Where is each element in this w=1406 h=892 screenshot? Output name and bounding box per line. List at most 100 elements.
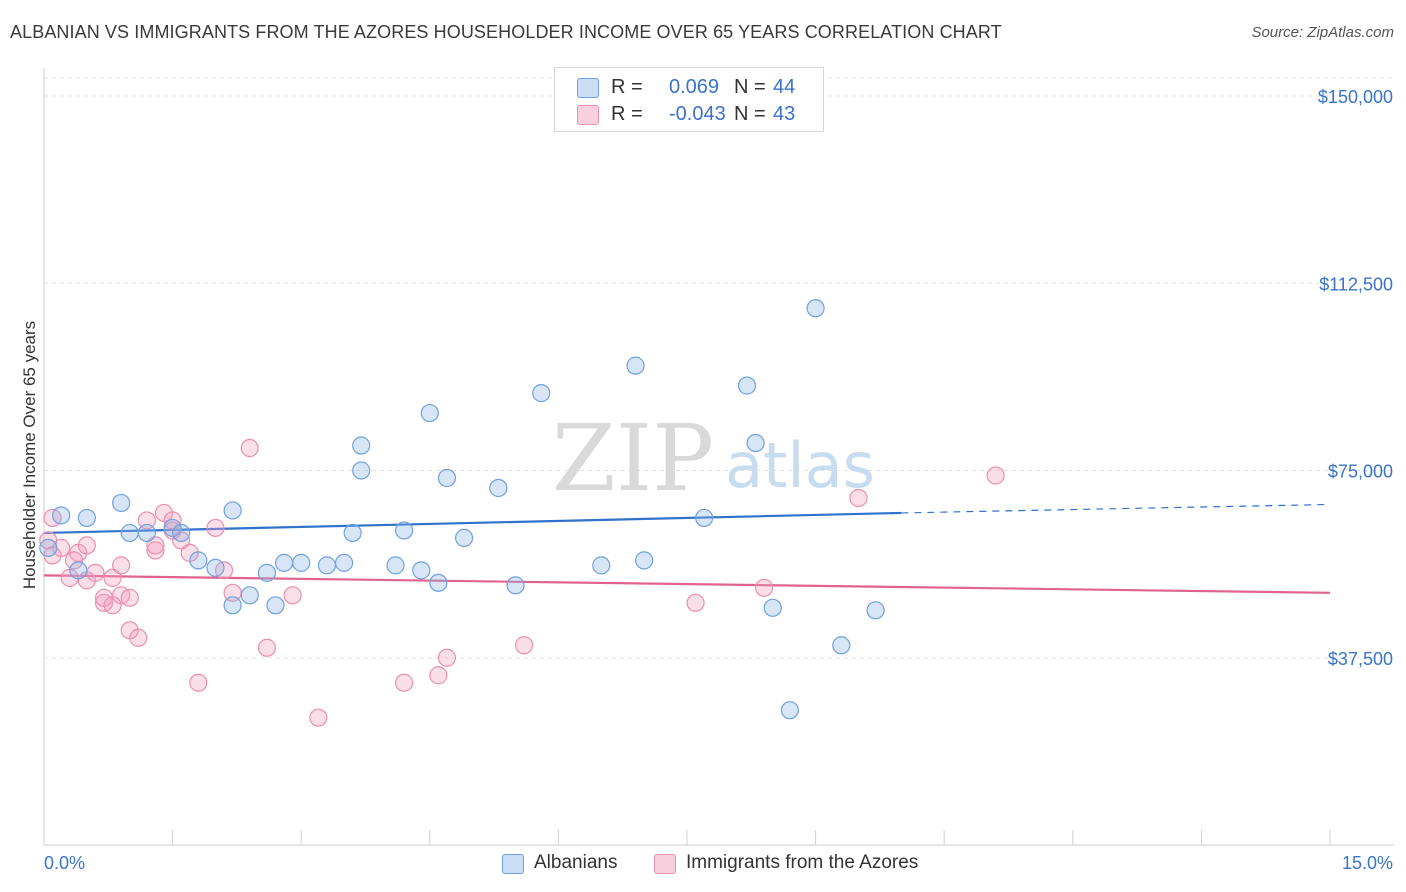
- chart-title: ALBANIAN VS IMMIGRANTS FROM THE AZORES H…: [10, 22, 1002, 42]
- albanian-point: [695, 508, 714, 528]
- albanian-point: [532, 384, 551, 403]
- legend-label-albanians: Albanians: [534, 852, 618, 873]
- azores-point: [112, 556, 131, 575]
- albanian-point: [635, 551, 654, 570]
- albanian-point: [626, 356, 645, 375]
- albanian-point: [112, 493, 131, 513]
- albanian-point: [780, 701, 799, 720]
- albanian-point: [77, 508, 96, 528]
- albanian-point: [223, 596, 242, 615]
- source-label: Source: ZipAtlas.com: [1251, 24, 1394, 41]
- azores-point: [163, 511, 182, 530]
- albanian-point: [806, 299, 825, 318]
- gridlines: [44, 77, 1394, 659]
- albanian-point: [343, 523, 362, 543]
- albanian-point: [172, 523, 191, 543]
- azores-point: [64, 551, 84, 570]
- albanian-point: [266, 596, 285, 615]
- albanian-point: [746, 433, 765, 453]
- albanian-point: [206, 558, 225, 577]
- legend-r-value: -0.043: [669, 103, 726, 125]
- azores-point: [86, 563, 105, 582]
- albanian-point: [592, 556, 611, 575]
- azores-point: [240, 438, 259, 458]
- legend-r-label: R =: [611, 103, 643, 125]
- azores-point: [283, 586, 302, 605]
- azores-point: [849, 488, 868, 508]
- azores-point: [137, 511, 156, 530]
- azores-point: [429, 666, 448, 685]
- albanian-point: [454, 528, 474, 548]
- albanian-point: [437, 468, 457, 488]
- albanian-point: [412, 561, 431, 580]
- azores-point: [515, 636, 534, 655]
- legend-swatch-albanians: [502, 854, 524, 874]
- y-axis-label: Householder Income Over 65 years: [20, 320, 39, 590]
- azores-point: [146, 536, 165, 555]
- albanian-point: [39, 538, 58, 557]
- legend-label-azores: Immigrants from the Azores: [686, 852, 919, 873]
- albanian-point: [420, 403, 439, 423]
- trend-lines: [43, 503, 1331, 594]
- axes: [43, 68, 1394, 846]
- albanian-point: [352, 436, 371, 455]
- albanian-point: [866, 601, 885, 620]
- azores-point: [394, 673, 414, 692]
- legend-n-value: 43: [773, 103, 796, 125]
- azores-point: [120, 588, 139, 607]
- stats-legend: R = 0.069 N = 44 R = -0.043 N = 43: [554, 67, 824, 132]
- azores-point: [686, 593, 705, 612]
- albanian-point: [763, 598, 782, 617]
- y-tick-label: $75,000: [1328, 462, 1393, 482]
- albanian-point: [394, 521, 414, 540]
- x-tick-label: 15.0%: [1342, 853, 1393, 873]
- albanians-trend-line: [43, 511, 902, 535]
- albanian-point: [429, 573, 448, 592]
- legend-swatch-azores: [654, 854, 676, 874]
- azores-trend-line: [43, 574, 1331, 594]
- albanian-point: [240, 586, 259, 605]
- x-tick-label: 0.0%: [44, 853, 85, 873]
- azores-point: [437, 648, 457, 667]
- azores-point: [986, 466, 1005, 485]
- albanian-point: [257, 563, 277, 582]
- albanian-point: [189, 551, 208, 570]
- albanian-point: [737, 376, 757, 395]
- albanian-point: [274, 553, 294, 572]
- albanian-point: [163, 518, 182, 538]
- azores-point: [103, 596, 122, 615]
- legend-swatch-pink: [577, 105, 599, 125]
- albanian-point: [292, 553, 311, 572]
- azores-point: [129, 628, 148, 647]
- tick-labels: $150,000 $112,500 $75,000 $37,500 0.0% 15.0%: [44, 87, 1393, 873]
- watermark-atlas: atlas: [725, 429, 875, 502]
- azores-point: [257, 638, 277, 657]
- y-tick-label: $112,500: [1319, 274, 1393, 294]
- albanian-point: [334, 553, 354, 572]
- legend-r-label: R =: [611, 76, 643, 98]
- albanian-point: [317, 556, 337, 575]
- watermark-zip: ZIP: [552, 405, 714, 512]
- albanian-point: [137, 523, 156, 543]
- albanian-point: [489, 478, 508, 498]
- albanian-point: [120, 523, 139, 543]
- albanians-trend-extension: [901, 503, 1331, 514]
- albanian-point: [386, 556, 405, 575]
- azores-point: [146, 541, 165, 560]
- azores-point: [172, 531, 191, 550]
- legend-swatch-blue: [577, 78, 599, 98]
- azores-point: [189, 673, 208, 692]
- albanian-point: [223, 501, 242, 520]
- legend-n-label: N =: [734, 76, 766, 98]
- azores-point: [103, 568, 122, 587]
- albanian-point: [352, 461, 371, 480]
- y-tick-label: $150,000: [1318, 87, 1393, 107]
- azores-point: [755, 578, 774, 597]
- azores-point: [309, 708, 328, 727]
- azores-point: [77, 536, 96, 555]
- data-points: [39, 299, 1005, 727]
- legend-r-value: 0.069: [669, 76, 720, 98]
- legend-n-label: N =: [734, 103, 766, 125]
- azores-point: [206, 518, 225, 538]
